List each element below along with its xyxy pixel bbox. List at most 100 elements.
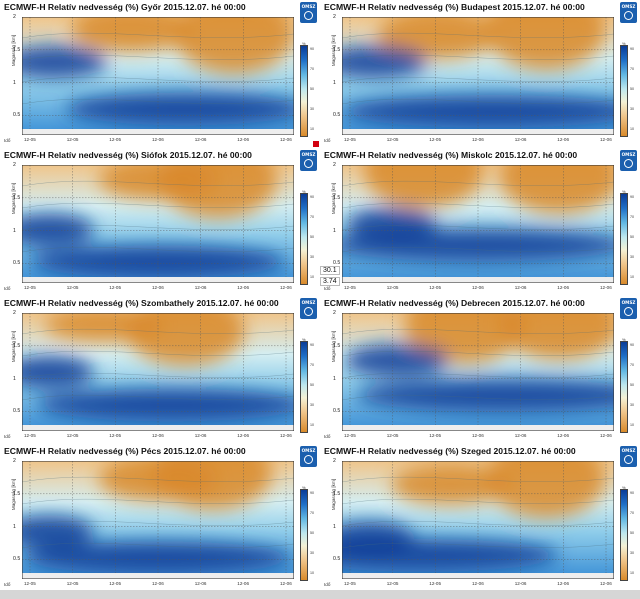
colorbar-tick-label: 10: [310, 423, 314, 427]
heatmap-svg: [22, 17, 294, 135]
colorbar-tick-label: 90: [310, 343, 314, 347]
y-tick-label: 1.5: [13, 342, 21, 349]
colorbar-tick-label: 70: [310, 363, 314, 367]
colorbar-tick-label: 90: [630, 47, 634, 51]
logo-text: OMSZ: [621, 448, 636, 453]
colorbar-tick-label: 50: [630, 531, 634, 535]
y-tick-label: 1.5: [333, 46, 341, 53]
colorbar-tick-label: 10: [630, 275, 634, 279]
y-axis-label: Magasság [km]: [331, 34, 337, 67]
contour-line: [342, 224, 614, 231]
x-tick-label: 12-05: [109, 581, 122, 586]
y-axis-label: Magasság [km]: [331, 182, 337, 215]
y-tick-label: 1: [13, 227, 16, 234]
contour-line: [342, 520, 614, 527]
colorbar-tick-label: 30: [630, 403, 634, 407]
x-tick-label: 12-05: [109, 137, 122, 142]
bottom-scroll-bar[interactable]: [0, 590, 640, 599]
x-tick-label: 12-06: [557, 433, 570, 438]
colorbar-tick-label: 50: [310, 235, 314, 239]
omsz-logo: OMSZ: [300, 2, 317, 23]
x-tick-label: 12-06: [194, 581, 207, 586]
contour-line: [342, 98, 614, 105]
colorbar-tick-label: 10: [310, 275, 314, 279]
heatmap-plot: [342, 461, 614, 579]
omsz-logo: OMSZ: [300, 150, 317, 171]
x-tick-label: 12-05: [429, 137, 442, 142]
y-axis-label: Magasság [km]: [11, 330, 17, 363]
omsz-logo: OMSZ: [300, 298, 317, 319]
x-tick-label: 12-05: [24, 581, 36, 586]
moist-region: [346, 207, 436, 241]
y-tick-label: 2: [333, 162, 336, 168]
contour-line: [22, 54, 294, 61]
contour-line: [22, 224, 294, 231]
dry-region: [499, 313, 614, 360]
logo-emblem-icon: [304, 307, 313, 316]
logo-text: OMSZ: [301, 448, 316, 453]
x-tick-label: 12-06: [152, 137, 164, 142]
logo-text: OMSZ: [301, 152, 316, 157]
ground-band: [342, 573, 614, 579]
y-tick-label: 2: [13, 310, 16, 316]
x-tick-label: 12-05: [429, 285, 442, 290]
contour-line: [342, 32, 614, 39]
dry-region: [499, 165, 614, 214]
y-axis-label: Magasság [km]: [11, 34, 17, 67]
colorbar-tick-label: 70: [310, 215, 314, 219]
colorbar: [620, 45, 628, 137]
moist-region: [22, 355, 95, 389]
value-readout: 3.74: [320, 277, 340, 286]
colorbar-tick-label: 90: [310, 491, 314, 495]
x-tick-label: 12-05: [344, 285, 356, 290]
logo-emblem-icon: [304, 159, 313, 168]
y-tick-label: 2: [13, 458, 16, 464]
moist-region: [344, 343, 449, 377]
colorbar-tick-label: 30: [630, 551, 634, 555]
contour-line: [22, 394, 294, 401]
colorbar: [300, 341, 308, 433]
logo-text: OMSZ: [301, 300, 316, 305]
x-tick-label: 12-06: [557, 581, 570, 586]
colorbar: [620, 489, 628, 581]
plot-frame: [342, 461, 614, 579]
colorbar-tick-label: 30: [310, 403, 314, 407]
contour-line: [342, 76, 614, 83]
moist-region: [65, 92, 294, 126]
chart-title: ECMWF-H Relatív nedvesség (%) Győr 2015.…: [4, 2, 246, 12]
x-tick-label: 12-06: [557, 137, 570, 142]
colorbar-tick-label: 90: [630, 195, 634, 199]
colorbar-tick-label: 50: [310, 383, 314, 387]
x-tick-label: 12-05: [386, 285, 399, 290]
moist-region: [22, 45, 107, 79]
y-tick-label: 2: [333, 14, 336, 20]
x-tick-label: 12-05: [24, 433, 36, 438]
contour-line: [342, 54, 614, 61]
colorbar-tick-label: 30: [630, 255, 634, 259]
omsz-logo: OMSZ: [620, 150, 637, 171]
logo-emblem-icon: [624, 11, 633, 20]
colorbar-tick-label: 10: [630, 423, 634, 427]
plot-frame: [22, 461, 294, 579]
x-tick-label: 12-05: [109, 285, 122, 290]
heatmap-plot: [22, 165, 294, 283]
colorbar-tick-label: 90: [630, 343, 634, 347]
colorbar-tick-label: 90: [630, 491, 634, 495]
ground-band: [22, 425, 294, 431]
chart-panel: ECMWF-H Relatív nedvesség (%) Pécs 2015.…: [0, 444, 320, 592]
plot-frame: [22, 17, 294, 135]
chart-panel: ECMWF-H Relatív nedvesség (%) Miskolc 20…: [320, 148, 640, 296]
x-tick-label: 12-05: [344, 433, 356, 438]
y-tick-label: 1.5: [13, 490, 21, 497]
x-tick-label: 12-06: [280, 285, 292, 290]
dry-region: [377, 17, 497, 60]
x-tick-label: 12-06: [194, 137, 207, 142]
colorbar: [300, 45, 308, 137]
red-marker-icon[interactable]: [313, 141, 319, 147]
dry-region: [391, 464, 511, 506]
heatmap-svg: [22, 313, 294, 431]
contour-line: [22, 180, 294, 187]
dry-region: [43, 313, 164, 342]
ground-band: [22, 129, 294, 135]
x-tick-label: 12-06: [237, 285, 250, 290]
